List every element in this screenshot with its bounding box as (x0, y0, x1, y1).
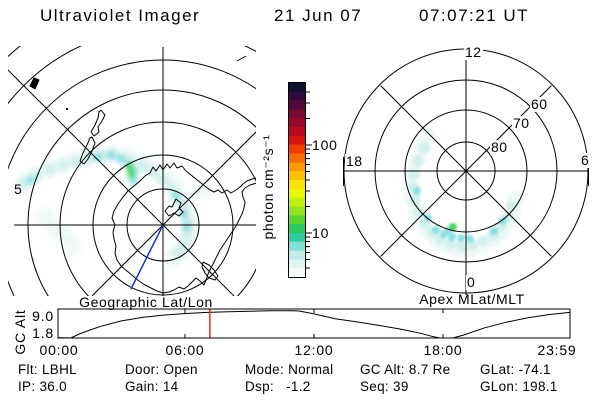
colorbar-tick-100: 100 (312, 137, 338, 153)
colorbar-tick-10: 10 (312, 225, 330, 241)
coast-fragment (236, 55, 247, 62)
new-zealand-south (79, 136, 96, 165)
xtick-1800: 18:00 (423, 342, 463, 358)
date-label: 21 Jun 07 (274, 6, 363, 25)
colorbar-unit-label: photon cm⁻²s⁻¹ (260, 134, 276, 240)
coast-island (201, 261, 219, 281)
mlat-label-70: 70 (512, 115, 531, 131)
mlt-label-6: 6 (580, 152, 591, 168)
xtick-0600: 06:00 (165, 342, 205, 358)
gc-alt-curve (57, 310, 570, 339)
time-label: 07:07:21 UT (419, 6, 530, 25)
new-zealand-north (90, 109, 106, 137)
colorbar-gradient (288, 82, 306, 278)
xtick-0000: 00:00 (39, 342, 79, 358)
status-dsp: Dsp: -1.2 (245, 379, 311, 394)
geo-panel-caption: Geographic Lat/Lon (79, 294, 213, 310)
colorbar-ticks (306, 91, 312, 269)
status-mode: Mode: Normal (245, 362, 334, 377)
coastline-map (29, 55, 256, 294)
timeline-ylabel: GC Alt (12, 309, 28, 355)
mlt-label-0: 0 (466, 274, 477, 290)
mlat-label-80: 80 (490, 139, 509, 155)
status-gcalt: GC Alt: 8.7 Re (360, 362, 451, 377)
orbit-track (130, 224, 164, 290)
polar-grid-right (343, 47, 589, 295)
clipped-latitude-label: 5 (14, 181, 23, 197)
xtick-1200: 12:00 (294, 342, 334, 358)
status-gain: Gain: 14 (125, 379, 179, 394)
xtick-2359: 23:59 (537, 342, 577, 358)
status-glon: GLon: 198.1 (480, 379, 558, 394)
antarctica-coast (111, 172, 256, 294)
aurora-emission-left (13, 144, 212, 268)
status-seq: Seq: 39 (360, 379, 409, 394)
coast-inlet (164, 198, 184, 217)
status-door: Door: Open (125, 362, 198, 377)
ytick-1-8: 1.8 (32, 325, 54, 341)
antarctica-coast (149, 162, 256, 194)
mlt-label-12: 12 (464, 44, 483, 60)
tiny-island-dot (66, 108, 68, 110)
status-glat: GLat: -74.1 (480, 362, 551, 377)
aurora-emission-right (402, 127, 525, 258)
mlt-label-18: 18 (345, 153, 364, 169)
timeline-plot (57, 308, 571, 339)
polar-grid-left (8, 46, 256, 296)
status-ip: IP: 36.0 (18, 379, 67, 394)
page-title: Ultraviolet Imager (40, 6, 201, 25)
timeline-frame (57, 308, 571, 339)
small-island (29, 77, 40, 90)
apex-panel-caption: Apex MLat/MLT (419, 291, 525, 307)
status-flt: Flt: LBHL (18, 362, 77, 377)
mlat-label-60: 60 (530, 96, 549, 112)
ytick-9: 9.0 (32, 308, 54, 324)
